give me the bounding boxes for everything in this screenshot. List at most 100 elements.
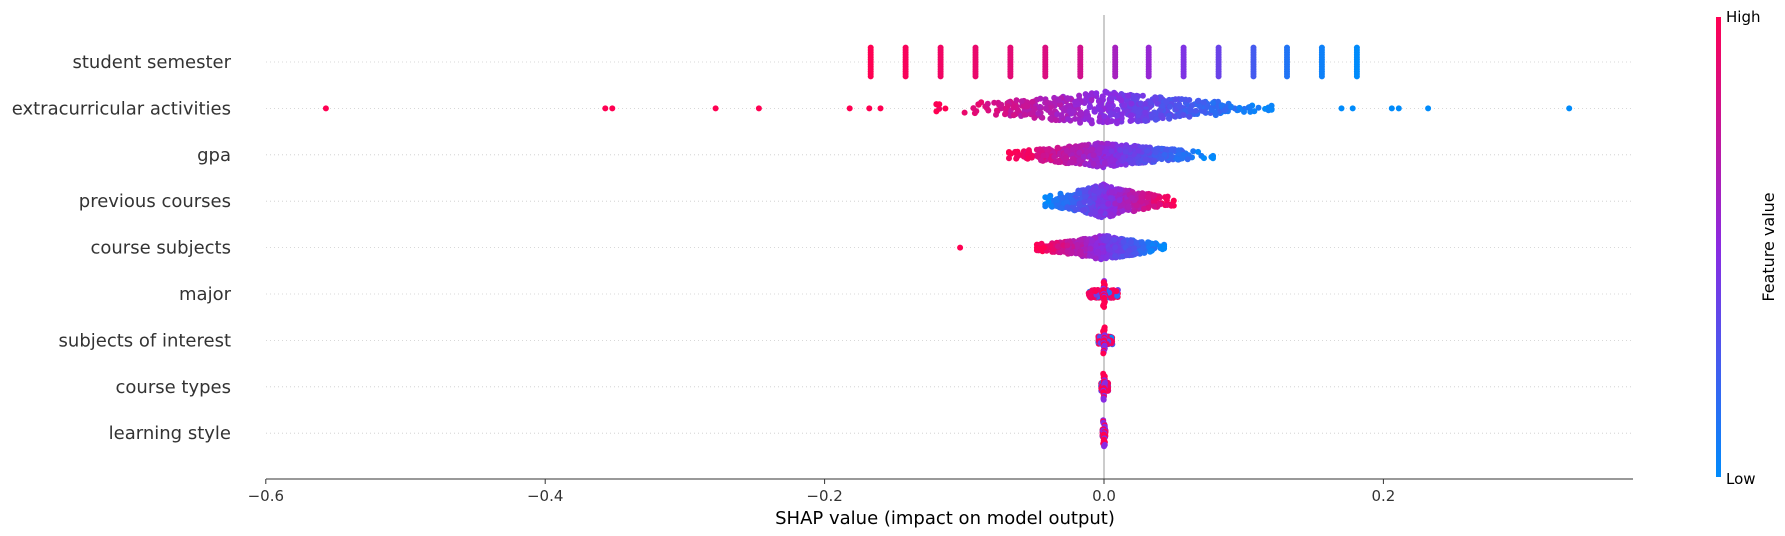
shap-point xyxy=(1038,157,1044,164)
shap-point xyxy=(1186,113,1193,120)
shap-point xyxy=(1031,114,1038,121)
shap-point xyxy=(1033,244,1040,251)
shap-point xyxy=(1040,152,1047,159)
shap-point xyxy=(1189,102,1196,109)
shap-point xyxy=(1133,96,1140,102)
shap-point xyxy=(1170,197,1177,204)
shap-point xyxy=(1042,203,1049,210)
shap-point xyxy=(1039,114,1046,121)
shap-point xyxy=(1120,238,1127,245)
shap-point xyxy=(1159,103,1166,110)
shap-point xyxy=(1190,148,1197,155)
shap-point xyxy=(1141,205,1148,212)
shap-point xyxy=(1200,99,1207,106)
shap-point xyxy=(1113,288,1120,295)
shap-point xyxy=(1114,292,1121,299)
shap-point xyxy=(1048,202,1054,209)
shap-point xyxy=(1076,190,1082,196)
shap-point xyxy=(1151,157,1158,164)
shap-point xyxy=(1566,105,1573,112)
shap-point xyxy=(1102,88,1109,95)
shap-point xyxy=(1151,203,1158,210)
shap-point xyxy=(985,107,992,114)
shap-point xyxy=(1088,96,1095,103)
shap-point xyxy=(1112,91,1119,97)
shap-point xyxy=(1052,117,1059,124)
shap-point xyxy=(1388,105,1395,112)
shap-point xyxy=(957,244,964,251)
shap-point xyxy=(975,101,982,108)
shap-point xyxy=(984,100,991,107)
shap-point xyxy=(1125,247,1132,254)
shap-point xyxy=(1138,239,1145,246)
shap-point xyxy=(1144,147,1151,154)
shap-point xyxy=(1029,98,1036,105)
shap-point xyxy=(1103,254,1110,261)
shap-point xyxy=(1338,105,1345,112)
shap-point xyxy=(1070,108,1077,115)
feature-label: student semester xyxy=(72,52,231,73)
shap-point xyxy=(1208,107,1215,113)
shap-point xyxy=(1152,149,1159,156)
shap-point xyxy=(1126,157,1133,163)
shap-point xyxy=(1088,90,1095,97)
shap-point xyxy=(972,73,979,80)
shap-point xyxy=(1133,202,1140,209)
shap-point xyxy=(1078,236,1085,243)
shap-point xyxy=(1142,109,1149,116)
shap-point xyxy=(1135,147,1142,154)
x-tick-label: 0.0 xyxy=(1092,487,1116,505)
shap-point xyxy=(1112,73,1119,80)
shap-point xyxy=(1013,97,1020,104)
shap-point xyxy=(1142,100,1149,107)
shap-point xyxy=(1103,237,1110,244)
shap-point xyxy=(1077,119,1084,126)
shap-point xyxy=(1006,155,1012,162)
shap-point xyxy=(1145,73,1152,80)
shap-point xyxy=(1147,99,1154,106)
shap-point xyxy=(1113,112,1120,119)
shap-point xyxy=(712,105,719,112)
shap-point xyxy=(1092,255,1099,262)
shap-point xyxy=(1148,112,1155,119)
shap-point xyxy=(1247,103,1254,110)
shap-point xyxy=(1010,104,1017,111)
shap-point xyxy=(1064,204,1071,211)
shap-point xyxy=(1210,155,1216,162)
shap-point xyxy=(1105,233,1112,240)
colorbar-high-label: High xyxy=(1726,8,1760,26)
shap-point xyxy=(1087,245,1094,252)
shap-point xyxy=(1142,117,1148,124)
feature-label: previous courses xyxy=(79,191,231,212)
shap-point xyxy=(1108,189,1115,196)
shap-point xyxy=(609,105,616,112)
shap-point xyxy=(1058,195,1065,202)
shap-point xyxy=(1086,198,1093,204)
shap-point xyxy=(1095,98,1102,105)
shap-point xyxy=(1037,103,1043,110)
shap-point xyxy=(1120,154,1127,161)
shap-point xyxy=(1063,198,1070,205)
shap-point xyxy=(1007,73,1014,80)
shap-point xyxy=(1105,200,1112,207)
colorbar-title: Feature value xyxy=(1759,192,1778,301)
shap-point xyxy=(1003,105,1009,112)
shap-point xyxy=(1161,243,1168,250)
shap-point xyxy=(1121,102,1128,109)
shap-point xyxy=(1078,110,1085,117)
shap-point xyxy=(1083,109,1090,116)
shap-point xyxy=(1148,247,1155,254)
shap-point xyxy=(1131,142,1138,149)
shap-point xyxy=(1228,103,1235,110)
shap-point xyxy=(1037,95,1044,102)
x-tick-label: −0.4 xyxy=(527,487,563,505)
shap-point xyxy=(1101,159,1108,166)
shap-point xyxy=(1046,194,1053,201)
shap-point xyxy=(1218,102,1225,109)
shap-point xyxy=(1047,115,1054,122)
feature-label: extracurricular activities xyxy=(12,98,231,119)
shap-point xyxy=(1128,100,1135,107)
shap-point xyxy=(1144,194,1151,201)
shap-point xyxy=(1022,102,1029,109)
